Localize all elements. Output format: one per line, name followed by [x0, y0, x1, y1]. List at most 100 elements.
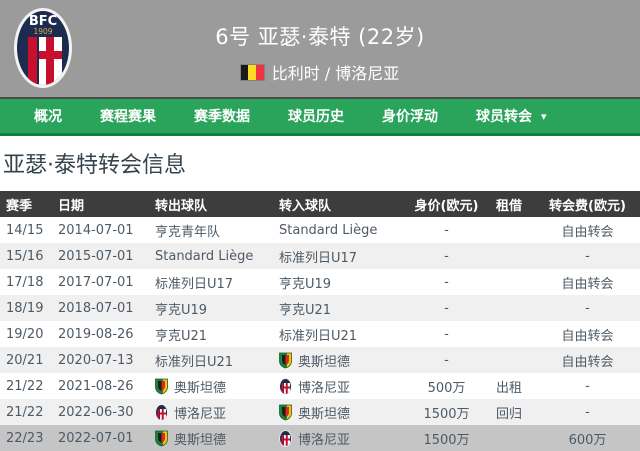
- market-value-cell: -: [444, 300, 449, 316]
- market-value-cell: 500万: [427, 380, 466, 396]
- nationality-club-label: 比利时 / 博洛尼亚: [271, 64, 400, 83]
- table-row: 17/18 2017-07-01 标准列日U17 亨克U19 - 自由转会: [0, 269, 640, 295]
- table-row: 15/16 2015-07-01 Standard Liège 标准列日U17 - -: [0, 243, 640, 269]
- season-cell: 21/22: [6, 404, 44, 420]
- oostende-crest-icon: [279, 352, 292, 369]
- oostende-crest-icon: [155, 378, 168, 395]
- team-name: 奥斯坦德: [174, 432, 227, 448]
- date-cell: 2022-06-30: [58, 404, 134, 420]
- bologna-crest-icon: [279, 429, 292, 447]
- market-value-cell: -: [444, 274, 449, 290]
- bologna-crest-icon: [155, 403, 168, 421]
- tab-season-stats[interactable]: 赛季数据: [194, 109, 250, 125]
- fee-cell: 自由转会: [561, 276, 614, 292]
- loan-cell: [483, 425, 535, 451]
- bologna-crest-icon: [279, 377, 292, 395]
- svg-text:1909: 1909: [33, 27, 52, 36]
- date-cell: 2015-07-01: [58, 248, 134, 264]
- market-value-cell: -: [444, 248, 449, 264]
- in-team-cell: 奥斯坦德: [276, 399, 410, 425]
- season-cell: 17/18: [6, 274, 44, 290]
- team-name: 亨克U19: [279, 276, 332, 292]
- loan-cell: 出租: [495, 380, 522, 396]
- in-team-cell: 博洛尼亚: [276, 373, 410, 399]
- loan-cell: [483, 347, 535, 373]
- transfer-table-body: 14/15 2014-07-01 亨克青年队 Standard Liège - 自由转会 1…: [0, 217, 640, 451]
- season-cell: 19/20: [6, 326, 44, 342]
- team-name: Standard Liège: [279, 222, 378, 238]
- tab-fixtures-results[interactable]: 赛程赛果: [100, 109, 156, 125]
- market-value-cell: -: [444, 222, 449, 238]
- out-team-cell: Standard Liège: [152, 243, 276, 269]
- col-out-team: 转出球队: [152, 191, 276, 217]
- in-team-cell: 标准列日U17: [276, 243, 410, 269]
- table-row: 22/23 2022-07-01 奥斯坦德 博洛尼亚 1500万 600万: [0, 425, 640, 451]
- tab-transfers[interactable]: 球员转会 ▾: [476, 109, 547, 125]
- team-name: 标准列日U17: [279, 250, 358, 266]
- team-name: 亨克青年队: [155, 224, 221, 240]
- date-cell: 2021-08-26: [58, 378, 134, 394]
- team-name: 标准列日U17: [155, 276, 234, 292]
- tab-market-value[interactable]: 身价浮动: [382, 109, 438, 125]
- section-title: 亚瑟·泰特转会信息: [3, 153, 186, 178]
- date-cell: 2018-07-01: [58, 300, 134, 316]
- fee-cell: 自由转会: [561, 328, 614, 344]
- out-team-cell: 奥斯坦德: [152, 425, 276, 451]
- col-loan: 租借: [483, 191, 535, 217]
- out-team-cell: 标准列日U21: [152, 347, 276, 373]
- svg-text:BFC: BFC: [29, 14, 57, 29]
- fee-cell: -: [585, 300, 590, 316]
- team-name: 标准列日U21: [155, 354, 234, 370]
- table-header-row: 赛季 日期 转出球队 转入球队 身价(欧元) 租借 转会费(欧元): [0, 191, 640, 217]
- fee-cell: -: [585, 404, 590, 420]
- bologna-club-logo-icon: BFC 1909: [13, 7, 73, 89]
- table-row: 21/22 2022-06-30 博洛尼亚 奥斯坦德 1500万 回归 -: [0, 399, 640, 425]
- team-name: 奥斯坦德: [298, 354, 351, 370]
- in-team-cell: Standard Liège: [276, 217, 410, 243]
- col-in-team: 转入球队: [276, 191, 410, 217]
- table-row: 20/21 2020-07-13 标准列日U21 奥斯坦德 - 自由转会: [0, 347, 640, 373]
- fee-cell: 自由转会: [561, 224, 614, 240]
- tab-player-history[interactable]: 球员历史: [288, 109, 344, 125]
- season-cell: 14/15: [6, 222, 44, 238]
- in-team-cell: 标准列日U21: [276, 321, 410, 347]
- loan-cell: [483, 295, 535, 321]
- market-value-cell: -: [444, 352, 449, 368]
- team-name: Standard Liège: [155, 248, 254, 264]
- out-team-cell: 亨克U19: [152, 295, 276, 321]
- date-cell: 2022-07-01: [58, 430, 134, 446]
- in-team-cell: 亨克U19: [276, 269, 410, 295]
- fee-cell: -: [585, 248, 590, 264]
- loan-cell: [483, 217, 535, 243]
- market-value-cell: -: [444, 326, 449, 342]
- out-team-cell: 亨克U21: [152, 321, 276, 347]
- table-row: 18/19 2018-07-01 亨克U19 亨克U21 - -: [0, 295, 640, 321]
- market-value-cell: 1500万: [423, 406, 470, 422]
- date-cell: 2014-07-01: [58, 222, 134, 238]
- team-name: 博洛尼亚: [298, 432, 351, 448]
- fee-cell: -: [585, 378, 590, 394]
- team-name: 亨克U21: [155, 328, 208, 344]
- chevron-down-icon: ▾: [541, 109, 547, 123]
- page-header: BFC 1909 6号 亚瑟·泰特 (22岁) 比利时 / 博洛尼亚: [0, 0, 640, 97]
- loan-cell: 回归: [495, 406, 522, 422]
- loan-cell: [483, 321, 535, 347]
- fee-cell: 自由转会: [561, 354, 614, 370]
- season-cell: 15/16: [6, 248, 44, 264]
- team-name: 博洛尼亚: [298, 380, 351, 396]
- team-name: 博洛尼亚: [174, 406, 227, 422]
- team-name: 奥斯坦德: [298, 406, 351, 422]
- main-nav: 概况 赛程赛果 赛季数据 球员历史 身价浮动 球员转会 ▾: [0, 97, 640, 136]
- tab-overview[interactable]: 概况: [34, 109, 62, 125]
- team-name: 标准列日U21: [279, 328, 358, 344]
- out-team-cell: 博洛尼亚: [152, 399, 276, 425]
- in-team-cell: 亨克U21: [276, 295, 410, 321]
- table-row: 21/22 2021-08-26 奥斯坦德 博洛尼亚 500万 出租 -: [0, 373, 640, 399]
- table-row: 19/20 2019-08-26 亨克U21 标准列日U21 - 自由转会: [0, 321, 640, 347]
- col-date: 日期: [55, 191, 152, 217]
- out-team-cell: 亨克青年队: [152, 217, 276, 243]
- col-fee: 转会费(欧元): [535, 191, 640, 217]
- date-cell: 2020-07-13: [58, 352, 134, 368]
- date-cell: 2019-08-26: [58, 326, 134, 342]
- fee-cell: 600万: [568, 432, 607, 448]
